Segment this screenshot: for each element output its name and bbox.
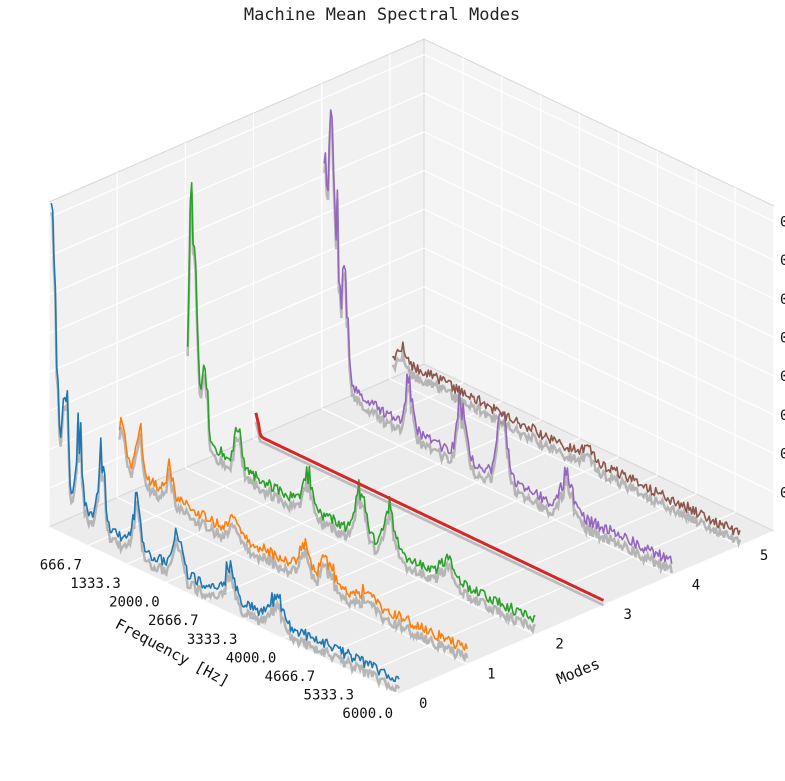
grid-line: [48, 208, 425, 373]
grid-line: [185, 467, 536, 636]
series-line-mode-2: [186, 182, 536, 623]
y-tick-label: 5: [760, 548, 768, 564]
grid-line: [320, 493, 697, 658]
x-tick-label: 4666.7: [265, 669, 316, 685]
grid-line: [48, 169, 425, 335]
grid-line: [398, 530, 775, 695]
x-tick-label: 2000.0: [109, 595, 160, 611]
grid-line: [243, 456, 619, 621]
z-tick-label: 0.025: [780, 331, 785, 347]
grid-line: [48, 92, 425, 257]
grid-line: [359, 511, 736, 676]
x-tick-label: 2666.7: [148, 613, 199, 629]
series-mode-3: [254, 412, 605, 607]
series-line-mode-5: [391, 341, 741, 536]
series-shadow-mode-2: [186, 192, 536, 635]
grid-line: [423, 131, 775, 300]
series-lines: [50, 109, 742, 693]
series-line-mode-1: [118, 416, 468, 651]
x-tick-label: 666.7: [40, 558, 82, 574]
grid-line: [282, 474, 658, 639]
series-mode-5: [391, 341, 742, 549]
series-line-mode-0: [50, 202, 400, 683]
z-tick-label: 0.020: [780, 369, 785, 385]
grid-line: [116, 496, 468, 665]
grid-line: [48, 324, 425, 489]
series-shadow-mode-5: [391, 351, 742, 549]
series-shadow-mode-1: [118, 426, 469, 663]
grid-line: [87, 382, 464, 547]
grid-line: [48, 131, 425, 296]
x-tick-label: 4000.0: [226, 650, 277, 666]
z-tick-label: 0.010: [780, 447, 785, 463]
grid-line: [389, 378, 741, 547]
tick-labels: 666.7 1333.3 2000.0 2666.7 3333.3 4000.0 4666.…: [40, 214, 785, 722]
grid-line: [48, 286, 425, 451]
grid-line: [423, 324, 775, 493]
series-line-mode-3: [254, 412, 605, 602]
grid-line: [165, 419, 541, 584]
series-shadow-mode-3: [254, 421, 605, 607]
x-tick-label: 3333.3: [187, 632, 238, 648]
x-tick-label: 5333.3: [304, 687, 355, 703]
series-mode-0: [50, 202, 401, 693]
grid-line: [48, 526, 400, 695]
y-tick-label: 1: [487, 666, 495, 682]
grid-line: [423, 247, 775, 416]
z-tick-label: 0.040: [780, 214, 785, 230]
chart-title: Machine Mean Spectral Modes: [244, 5, 520, 25]
grid-line: [48, 53, 425, 219]
grid-line: [48, 247, 425, 412]
z-tick-label: 0.015: [780, 408, 785, 424]
y-tick-label: 4: [692, 577, 700, 593]
grid-line: [423, 170, 775, 339]
x-tick-label: 1333.3: [70, 576, 121, 592]
x-tick-label: 6000.0: [342, 706, 393, 722]
grid-line: [321, 407, 672, 576]
grid-line: [423, 286, 775, 455]
z-tick-label: 0.005: [780, 485, 785, 501]
grid-line: [423, 208, 775, 377]
grid-line: [423, 92, 775, 261]
grid-line: [423, 53, 775, 223]
series-mode-1: [118, 416, 469, 663]
grid-line: [126, 400, 503, 565]
series-mode-4: [322, 109, 673, 575]
y-tick-label: 2: [555, 637, 563, 653]
z-tick-label: 0.035: [780, 253, 785, 269]
y-tick-label: 3: [624, 607, 632, 623]
series-mode-2: [186, 182, 536, 635]
y-tick-label: 0: [419, 696, 427, 712]
y-axis-label: Modes: [554, 655, 603, 689]
z-tick-label: 0.030: [780, 292, 785, 308]
series-shadow-mode-0: [50, 212, 401, 693]
series-line-mode-4: [323, 109, 673, 564]
